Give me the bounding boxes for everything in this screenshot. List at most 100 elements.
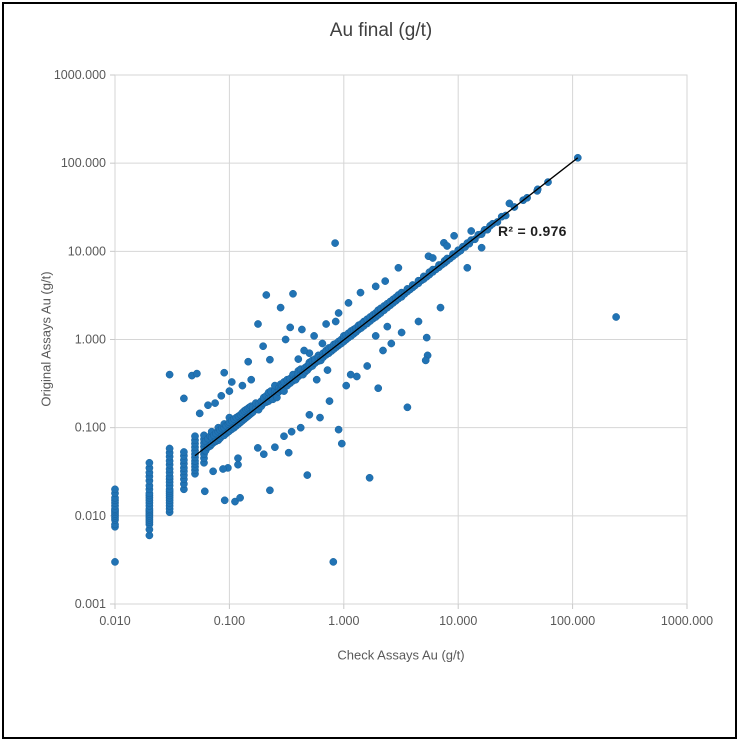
data-point xyxy=(227,378,236,386)
data-point xyxy=(379,346,387,355)
data-point xyxy=(287,427,296,436)
data-point xyxy=(463,263,472,272)
data-point xyxy=(286,323,295,332)
data-point xyxy=(244,357,253,366)
data-point xyxy=(193,369,201,378)
data-point xyxy=(346,370,355,379)
data-point xyxy=(247,375,256,384)
data-point xyxy=(403,403,412,412)
y-tick-label: 1.000 xyxy=(75,333,106,347)
data-point xyxy=(428,254,437,262)
data-point xyxy=(312,375,321,384)
chart-title: Au final (g/t) xyxy=(329,20,433,41)
data-point xyxy=(180,448,188,456)
data-point xyxy=(236,493,244,502)
data-point xyxy=(337,439,346,448)
data-point xyxy=(331,239,339,247)
x-tick-label: 0.010 xyxy=(99,614,130,628)
data-point xyxy=(334,309,343,317)
data-point xyxy=(371,282,380,291)
data-point xyxy=(225,387,234,395)
data-point xyxy=(443,242,451,250)
data-point xyxy=(467,227,476,235)
data-point xyxy=(254,320,262,328)
x-tick-label: 1.000 xyxy=(328,614,359,628)
data-point xyxy=(344,299,353,307)
x-tick-label: 100.000 xyxy=(550,614,595,628)
data-point xyxy=(209,467,217,476)
data-point xyxy=(436,303,445,312)
y-tick-label: 0.010 xyxy=(75,509,106,523)
data-point xyxy=(204,401,212,410)
data-point xyxy=(325,397,334,405)
data-point xyxy=(342,381,351,390)
data-point xyxy=(450,231,458,240)
data-point xyxy=(253,444,262,452)
data-point xyxy=(111,558,119,566)
trendline xyxy=(194,157,579,457)
data-point xyxy=(200,487,209,496)
data-point xyxy=(303,471,312,479)
data-point xyxy=(363,362,372,370)
x-tick-label: 10.000 xyxy=(439,614,477,628)
data-point xyxy=(165,444,174,453)
data-point xyxy=(316,413,324,422)
x-axis-title: Check Assays Au (g/t) xyxy=(337,647,465,663)
r-squared-label: R² = 0.976 xyxy=(498,223,567,239)
data-point xyxy=(211,399,219,407)
data-point xyxy=(329,558,338,566)
data-point xyxy=(180,394,188,403)
data-point xyxy=(234,454,242,463)
data-point xyxy=(381,277,390,285)
data-point xyxy=(371,332,380,340)
data-point xyxy=(280,432,288,441)
data-point xyxy=(231,497,239,506)
y-tick-label: 0.001 xyxy=(75,597,106,611)
data-point xyxy=(365,473,374,482)
data-point xyxy=(262,291,271,299)
data-point xyxy=(397,328,406,337)
data-point xyxy=(318,339,327,348)
data-point xyxy=(356,288,365,297)
data-point xyxy=(217,391,226,400)
data-point xyxy=(501,211,510,220)
data-point xyxy=(612,313,620,321)
data-point xyxy=(284,448,293,457)
data-point xyxy=(422,333,431,342)
data-point xyxy=(493,218,502,226)
data-point xyxy=(266,486,274,495)
y-tick-label: 100.000 xyxy=(61,156,106,170)
data-point xyxy=(383,322,392,331)
y-tick-label: 10.000 xyxy=(68,244,106,258)
data-point xyxy=(219,465,227,473)
data-point xyxy=(111,485,119,494)
data-point xyxy=(394,263,403,272)
data-point xyxy=(234,460,242,469)
data-point xyxy=(195,409,204,418)
data-point xyxy=(310,332,318,340)
data-point xyxy=(220,496,229,505)
data-point xyxy=(322,320,330,328)
data-point xyxy=(271,443,279,452)
data-point xyxy=(414,317,423,326)
y-tick-label: 1000.000 xyxy=(54,68,106,82)
data-point xyxy=(421,356,430,365)
data-point xyxy=(374,384,383,393)
data-point xyxy=(477,243,486,252)
data-point xyxy=(145,458,154,467)
data-point xyxy=(305,410,314,419)
data-point xyxy=(238,381,247,390)
data-point xyxy=(259,450,268,459)
data-point xyxy=(387,339,396,348)
data-point xyxy=(259,342,267,351)
data-point xyxy=(165,370,174,379)
data-point xyxy=(276,303,285,312)
data-point xyxy=(191,432,199,441)
data-point xyxy=(289,289,297,298)
data-point xyxy=(331,317,340,326)
y-axis-title: Original Assays Au (g/t) xyxy=(38,271,54,407)
data-point xyxy=(294,355,303,363)
data-point xyxy=(298,325,306,334)
